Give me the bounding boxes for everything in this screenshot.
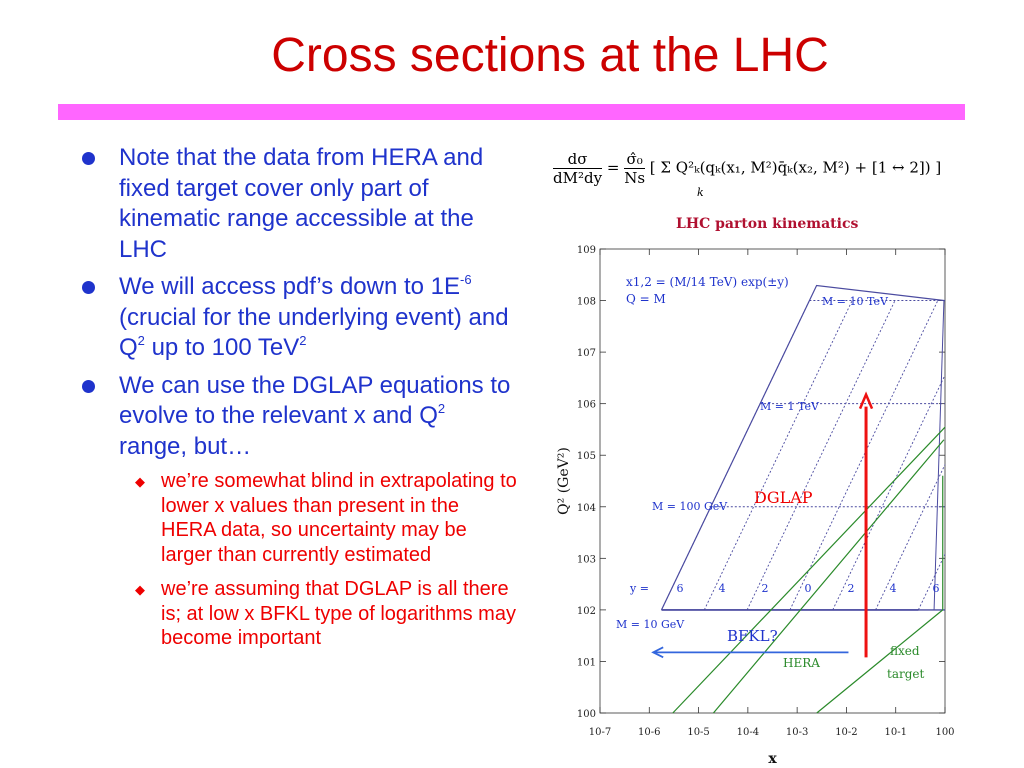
rapidity-line [703, 300, 853, 611]
legend-text: x1,2 = (M/14 TeV) exp(±y) [626, 275, 789, 289]
x-tick-label: 10-4 [737, 727, 759, 738]
bullet-item: Note that the data from HERA and fixed t… [78, 143, 518, 265]
rapidity-value-label: 4 [890, 582, 897, 595]
bullet-dot-icon [82, 379, 95, 393]
rapidity-line [933, 300, 945, 610]
diamond-bullet-icon: ◆ [135, 474, 145, 489]
formula-rhs-num: σ̂₀ [624, 150, 646, 169]
formula-lhs: dσ dM²dy [553, 150, 603, 187]
fixed-target-label: target [887, 667, 924, 681]
y-tick-label: 103 [577, 554, 596, 565]
x-tick-label: 10-1 [884, 727, 906, 738]
x-axis-label: x [768, 751, 777, 767]
y-tick-label: 105 [577, 451, 596, 462]
plot-frame [599, 248, 946, 714]
bullet-item: We will access pdf’s down to 1E-6 (cruci… [78, 272, 518, 364]
x-tick-label: 10-6 [638, 727, 660, 738]
mass-label: M = 10 TeV [822, 295, 889, 308]
y-tick-label: 100 [577, 709, 596, 720]
superscript: 2 [437, 401, 446, 416]
y-tick-label: 108 [577, 297, 596, 308]
hera-label: HERA [783, 656, 820, 670]
rapidity-value-label: 6 [933, 582, 940, 595]
formula-sum-index: k [697, 186, 704, 199]
y-tick-label: 106 [577, 400, 596, 411]
sub-bullet-text: we’re somewhat blind in extrapolating to… [161, 470, 517, 566]
rapidity-value-label: 6 [677, 582, 684, 595]
lhc-boundary-line [660, 284, 946, 611]
rapidity-value-label: 2 [848, 582, 855, 595]
rapidity-line [661, 300, 810, 611]
fixed-target-label: fixed [890, 644, 920, 658]
x-tick-label: 10-5 [687, 727, 709, 738]
diamond-bullet-icon: ◆ [135, 582, 145, 597]
superscript: -6 [460, 272, 472, 287]
x-tick-label: 100 [935, 727, 954, 738]
bfkl-annotation: BFKL? [727, 627, 778, 645]
rapidity-value-label: 0 [805, 582, 812, 595]
hera-boundary-line [672, 426, 946, 714]
formula-lhs-num: dσ [553, 150, 603, 169]
rapidity-line [832, 374, 946, 611]
formula-equals: = [606, 158, 625, 177]
chart-title: LHC parton kinematics [676, 216, 859, 232]
sub-bullet-item: ◆ we’re assuming that DGLAP is all there… [78, 577, 518, 651]
dglap-annotation: DGLAP [754, 488, 813, 507]
rapidity-value-label: 4 [719, 582, 726, 595]
dglap-arrowhead-icon [858, 391, 874, 410]
formula-rhs-den: Ns [624, 169, 646, 187]
formula-lhs-den: dM²dy [553, 169, 603, 187]
x-tick-label: 10-7 [589, 727, 611, 738]
mass-label: M = 100 GeV [652, 500, 728, 513]
sub-bullet-text: we’re assuming that DGLAP is all there i… [161, 578, 516, 649]
title-divider [58, 104, 965, 120]
bullet-text-part: (crucial for the underlying event) and Q [119, 303, 509, 362]
cross-section-formula: dσ dM²dy = σ̂₀ Ns [ Σ Q²ₖ(qₖ(x₁, M²)q̄ₖ(x₂… [553, 150, 942, 199]
bullet-text-part: up to 100 TeV [144, 334, 300, 361]
slide-title: Cross sections at the LHC [271, 29, 829, 82]
bullet-text-part: We can use the DGLAP equations to evolve… [119, 371, 511, 430]
x-tick-label: 10-3 [786, 727, 808, 738]
superscript: 2 [299, 333, 307, 348]
rapidity-line [746, 300, 896, 611]
bullet-item: We can use the DGLAP equations to evolve… [78, 371, 518, 463]
bullet-text-part: We will access pdf’s down to 1E [119, 273, 461, 300]
mass-label: M = 1 TeV [760, 400, 820, 413]
x-tick-label: 10-2 [835, 727, 857, 738]
rapidity-label: y = [629, 582, 649, 595]
formula-body: [ Σ Q²ₖ(qₖ(x₁, M²)q̄ₖ(x₂, M²) + [1 ↔ 2])… [649, 158, 942, 177]
bullet-dot-icon [82, 281, 95, 294]
superscript: 2 [137, 333, 145, 348]
bullet-text-part: range, but… [119, 432, 252, 460]
hera-boundary-line [712, 439, 945, 714]
bullet-dot-icon [82, 152, 95, 165]
rapidity-line [789, 300, 939, 611]
rapidity-value-label: 2 [762, 582, 769, 595]
bullet-text: Note that the data from HERA and fixed t… [119, 144, 484, 263]
y-tick-label: 104 [577, 503, 596, 514]
bullet-list: Note that the data from HERA and fixed t… [78, 143, 518, 661]
sub-bullet-item: ◆ we’re somewhat blind in extrapolating … [78, 469, 518, 567]
bfkl-arrowhead-icon [651, 646, 664, 659]
mass-label: M = 10 GeV [616, 618, 685, 631]
rapidity-line [875, 464, 946, 611]
y-tick-label: 109 [577, 245, 596, 256]
y-axis-label: Q² (GeV²) [556, 447, 572, 515]
y-tick-label: 101 [577, 657, 596, 668]
fixed-target-line [816, 609, 944, 714]
legend-text: Q = M [626, 292, 666, 306]
formula-rhs: σ̂₀ Ns [624, 150, 646, 187]
y-tick-label: 107 [577, 348, 596, 359]
y-tick-label: 102 [577, 606, 596, 617]
